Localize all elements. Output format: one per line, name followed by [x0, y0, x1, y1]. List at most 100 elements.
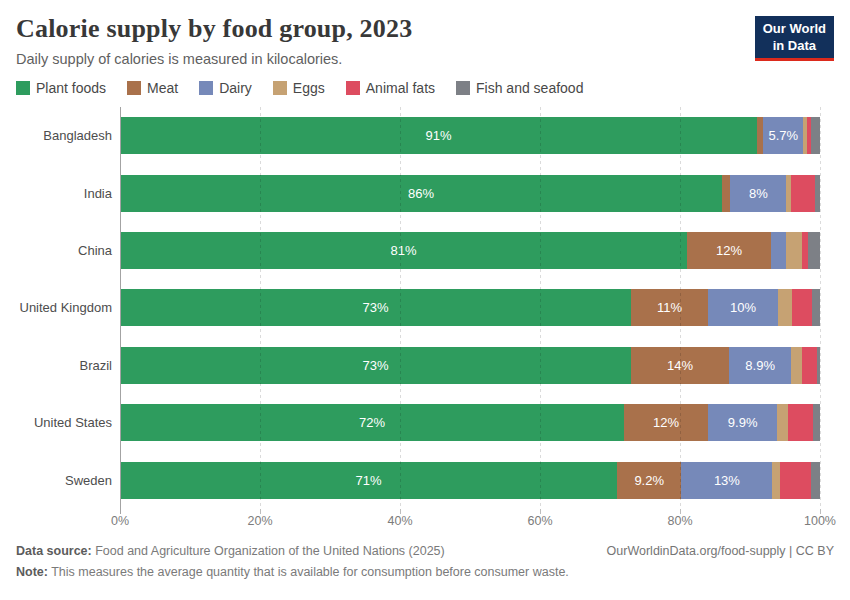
bar-brazil: 73%14%8.9%: [120, 347, 820, 384]
y-axis-line: [120, 107, 121, 514]
segment-brazil-meat[interactable]: 14%: [631, 347, 729, 384]
segment-united-kingdom-animal-fats[interactable]: [792, 289, 812, 326]
data-source-label: Data source:: [16, 544, 92, 558]
chart-row-brazil: Brazil73%14%8.9%: [16, 337, 834, 394]
bar-bangladesh: 91%5.7%: [120, 117, 820, 154]
owid-chart: Calorie supply by food group, 2023 Daily…: [0, 0, 850, 600]
segment-bangladesh-dairy[interactable]: 5.7%: [763, 117, 803, 154]
segment-value-label: 9.9%: [708, 404, 777, 441]
segment-china-plant-foods[interactable]: 81%: [120, 232, 687, 269]
segment-brazil-fish-and-seafood[interactable]: [817, 347, 820, 384]
country-label-united-kingdom: United Kingdom: [16, 300, 120, 315]
footer-source-row: Data source: Food and Agriculture Organi…: [16, 544, 834, 558]
chart-subtitle: Daily supply of calories is measured in …: [16, 51, 412, 67]
segment-china-dairy[interactable]: [771, 232, 786, 269]
x-axis: 0%20%40%60%80%100%: [120, 509, 820, 535]
legend-item-fish-and-seafood[interactable]: Fish and seafood: [456, 80, 583, 96]
bar-rows: Bangladesh91%5.7%India86%8%China81%12%Un…: [16, 107, 834, 509]
chart-row-china: China81%12%: [16, 222, 834, 279]
segment-united-states-dairy[interactable]: 9.9%: [708, 404, 777, 441]
note-text: This measures the average quantity that …: [48, 565, 569, 579]
segment-sweden-plant-foods[interactable]: 71%: [120, 462, 617, 499]
country-label-china: China: [16, 243, 120, 258]
segment-india-meat[interactable]: [722, 175, 730, 212]
segment-value-label: 91%: [120, 117, 757, 154]
plot-area: Bangladesh91%5.7%India86%8%China81%12%Un…: [16, 107, 834, 509]
segment-india-animal-fats[interactable]: [791, 175, 815, 212]
segment-united-kingdom-meat[interactable]: 11%: [631, 289, 708, 326]
segment-value-label: 14%: [631, 347, 729, 384]
segment-value-label: 12%: [687, 232, 771, 269]
segment-china-fish-and-seafood[interactable]: [808, 232, 820, 269]
legend-label: Fish and seafood: [476, 80, 583, 96]
segment-value-label: 86%: [120, 175, 722, 212]
segment-brazil-animal-fats[interactable]: [802, 347, 817, 384]
chart-row-sweden: Sweden71%9.2%13%: [16, 452, 834, 509]
x-axis-label: 60%: [527, 514, 552, 528]
x-axis-label: 0%: [111, 514, 129, 528]
segment-brazil-dairy[interactable]: 8.9%: [729, 347, 791, 384]
x-axis-label: 20%: [247, 514, 272, 528]
country-label-united-states: United States: [16, 415, 120, 430]
bar-india: 86%8%: [120, 175, 820, 212]
legend-swatch-icon: [273, 81, 287, 95]
segment-value-label: 73%: [120, 347, 631, 384]
chart-row-bangladesh: Bangladesh91%5.7%: [16, 107, 834, 164]
legend-swatch-icon: [199, 81, 213, 95]
legend-swatch-icon: [346, 81, 360, 95]
segment-value-label: 9.2%: [617, 462, 681, 499]
segment-brazil-eggs[interactable]: [791, 347, 802, 384]
legend-swatch-icon: [127, 81, 141, 95]
chart-footer: Data source: Food and Agriculture Organi…: [16, 544, 834, 579]
segment-united-kingdom-dairy[interactable]: 10%: [708, 289, 778, 326]
chart-header: Calorie supply by food group, 2023 Daily…: [16, 12, 834, 80]
bar-china: 81%12%: [120, 232, 820, 269]
bar-united-kingdom: 73%11%10%: [120, 289, 820, 326]
data-source-text: Food and Agriculture Organization of the…: [92, 544, 445, 558]
segment-sweden-fish-and-seafood[interactable]: [811, 462, 820, 499]
stacked-bar-chart: Bangladesh91%5.7%India86%8%China81%12%Un…: [16, 107, 834, 535]
country-label-sweden: Sweden: [16, 473, 120, 488]
note-label: Note:: [16, 565, 48, 579]
segment-india-fish-and-seafood[interactable]: [815, 175, 820, 212]
segment-united-kingdom-fish-and-seafood[interactable]: [812, 289, 820, 326]
data-source: Data source: Food and Agriculture Organi…: [16, 544, 445, 558]
legend-swatch-icon: [456, 81, 470, 95]
segment-value-label: 71%: [120, 462, 617, 499]
segment-united-kingdom-eggs[interactable]: [778, 289, 792, 326]
segment-value-label: 12%: [624, 404, 708, 441]
segment-united-states-fish-and-seafood[interactable]: [813, 404, 820, 441]
segment-sweden-eggs[interactable]: [772, 462, 780, 499]
segment-united-states-eggs[interactable]: [777, 404, 788, 441]
credit-link[interactable]: OurWorldinData.org/food-supply | CC BY: [607, 544, 834, 558]
segment-united-kingdom-plant-foods[interactable]: 73%: [120, 289, 631, 326]
segment-india-plant-foods[interactable]: 86%: [120, 175, 722, 212]
segment-sweden-meat[interactable]: 9.2%: [617, 462, 681, 499]
segment-united-states-meat[interactable]: 12%: [624, 404, 708, 441]
legend-item-meat[interactable]: Meat: [127, 80, 178, 96]
segment-value-label: 10%: [708, 289, 778, 326]
segment-value-label: 8.9%: [729, 347, 791, 384]
segment-value-label: 11%: [631, 289, 708, 326]
segment-china-eggs[interactable]: [786, 232, 802, 269]
segment-bangladesh-plant-foods[interactable]: 91%: [120, 117, 757, 154]
segment-value-label: 81%: [120, 232, 687, 269]
segment-value-label: 72%: [120, 404, 624, 441]
owid-logo[interactable]: Our World in Data: [755, 16, 834, 61]
legend-item-eggs[interactable]: Eggs: [273, 80, 325, 96]
segment-sweden-animal-fats[interactable]: [780, 462, 811, 499]
segment-china-meat[interactable]: 12%: [687, 232, 771, 269]
segment-united-states-animal-fats[interactable]: [788, 404, 813, 441]
segment-value-label: 73%: [120, 289, 631, 326]
segment-bangladesh-fish-and-seafood[interactable]: [811, 117, 820, 154]
legend-item-animal-fats[interactable]: Animal fats: [346, 80, 435, 96]
segment-value-label: 13%: [681, 462, 772, 499]
country-label-brazil: Brazil: [16, 358, 120, 373]
legend-swatch-icon: [16, 81, 30, 95]
legend-item-dairy[interactable]: Dairy: [199, 80, 252, 96]
segment-sweden-dairy[interactable]: 13%: [681, 462, 772, 499]
segment-brazil-plant-foods[interactable]: 73%: [120, 347, 631, 384]
segment-india-dairy[interactable]: 8%: [730, 175, 786, 212]
legend-item-plant-foods[interactable]: Plant foods: [16, 80, 106, 96]
segment-united-states-plant-foods[interactable]: 72%: [120, 404, 624, 441]
